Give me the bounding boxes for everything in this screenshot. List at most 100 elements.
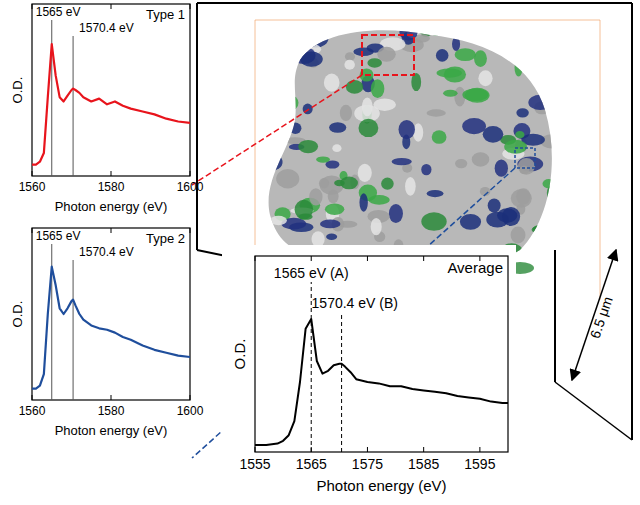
particle-domain (520, 47, 541, 62)
x-tick (311, 256, 312, 261)
particle-domain (543, 179, 555, 188)
particle-domain (472, 152, 489, 167)
x-axis-title: Photon energy (eV) (55, 423, 168, 438)
particle-domain (531, 44, 545, 51)
x-tick (423, 256, 424, 261)
figure: 6.5 μm 156015801600Photon energy (eV)O.D.… (0, 0, 640, 505)
particle-domain (373, 98, 396, 110)
particle-domain (311, 231, 324, 247)
particle-domain (524, 24, 547, 44)
particle-domain (495, 160, 508, 177)
frame-line (197, 2, 632, 4)
x-tick (111, 4, 112, 9)
x-tick (190, 4, 191, 9)
tomogram-rendering: 6.5 μm (192, 3, 632, 458)
particle-domain (371, 79, 385, 98)
particle-domain (462, 118, 486, 134)
frame-line (555, 382, 632, 440)
particle-domain (452, 37, 460, 51)
particle-domain (516, 108, 528, 117)
particle-domain (295, 200, 314, 220)
x-tick (423, 447, 424, 452)
particle-domain (325, 203, 344, 215)
particle-domain (358, 119, 378, 137)
particle-domain (405, 177, 416, 196)
x-axis-title: Photon energy (eV) (55, 199, 168, 214)
particle-domain (298, 140, 318, 153)
particle-domain (334, 180, 345, 186)
particle-domain (303, 22, 322, 29)
guide-line (255, 20, 600, 21)
frame-line (631, 3, 633, 440)
particle-domain (340, 105, 352, 121)
particle-domain (533, 224, 558, 233)
particle-body (260, 20, 560, 280)
annotation-label: 1570.4 eV (B) (312, 295, 398, 311)
particle-domain (273, 84, 290, 97)
particle-domain (511, 226, 526, 243)
particle-domain (346, 80, 363, 94)
spectrum-panel: 15551565157515851595Photon energy (eV)O.… (222, 245, 516, 505)
panel-title: Average (447, 259, 503, 276)
plot-frame (255, 256, 508, 452)
panel-title: Type 1 (146, 7, 185, 22)
particle-domain (304, 28, 329, 48)
particle-domain (262, 52, 276, 65)
particle-domain (298, 214, 312, 220)
particle-domain (462, 88, 488, 101)
annotation-line (73, 36, 74, 176)
x-tick (255, 256, 256, 261)
particle-domain (546, 84, 555, 101)
guide-line (255, 20, 256, 250)
particle-domain (329, 122, 346, 133)
x-tick (111, 228, 112, 233)
particle-domain (303, 104, 313, 115)
x-tick (479, 447, 480, 452)
y-axis-title: O.D. (231, 339, 248, 370)
annotation-label: 1565 eV (A) (274, 265, 349, 281)
particle-domain (367, 58, 381, 68)
particle-domain (259, 97, 273, 115)
x-tick-label: 1565 (296, 456, 327, 472)
annotation-label: 1565 eV (36, 5, 81, 19)
particle-domain (486, 212, 508, 228)
data-group (255, 319, 508, 445)
particle-domain (437, 68, 462, 77)
data-group (32, 44, 190, 164)
particle-domain (290, 26, 312, 32)
x-tick (190, 228, 191, 233)
x-tick (32, 4, 33, 9)
frame-line (196, 3, 198, 250)
x-tick (111, 171, 112, 176)
particle-domain (421, 164, 431, 175)
particle-domain (283, 29, 298, 45)
particle-domain (324, 73, 340, 91)
particle-domain (451, 23, 459, 32)
type2-region (515, 148, 535, 168)
particle-domain (399, 120, 415, 139)
annotation-label: 1570.4 eV (79, 21, 134, 35)
x-axis-title: Photon energy (eV) (316, 477, 446, 494)
particle-domain (550, 24, 558, 33)
x-tick (111, 395, 112, 400)
x-tick (32, 228, 33, 233)
particle-domain (276, 169, 299, 188)
annotation-label: 1565 eV (36, 229, 81, 243)
x-tick-label: 1585 (408, 456, 439, 472)
particle-domain (359, 193, 367, 211)
x-tick-label: 1560 (19, 180, 46, 194)
particle-domain (460, 214, 481, 230)
plot-frame (32, 4, 190, 176)
particle-domain (427, 109, 446, 116)
spectrum-line (32, 44, 190, 164)
scale-label: 6.5 μm (587, 294, 616, 340)
particle-domain (377, 47, 395, 62)
x-tick-label: 1595 (464, 456, 495, 472)
x-tick-label: 1580 (98, 404, 125, 418)
particle-domain (511, 189, 532, 208)
annotation-line (341, 312, 342, 452)
particle-domain (537, 20, 553, 34)
spectrum-panel: 156015801600Photon energy (eV)O.D.Type 2… (10, 228, 204, 438)
particle-domain (478, 70, 492, 86)
particle-domain (265, 145, 281, 159)
